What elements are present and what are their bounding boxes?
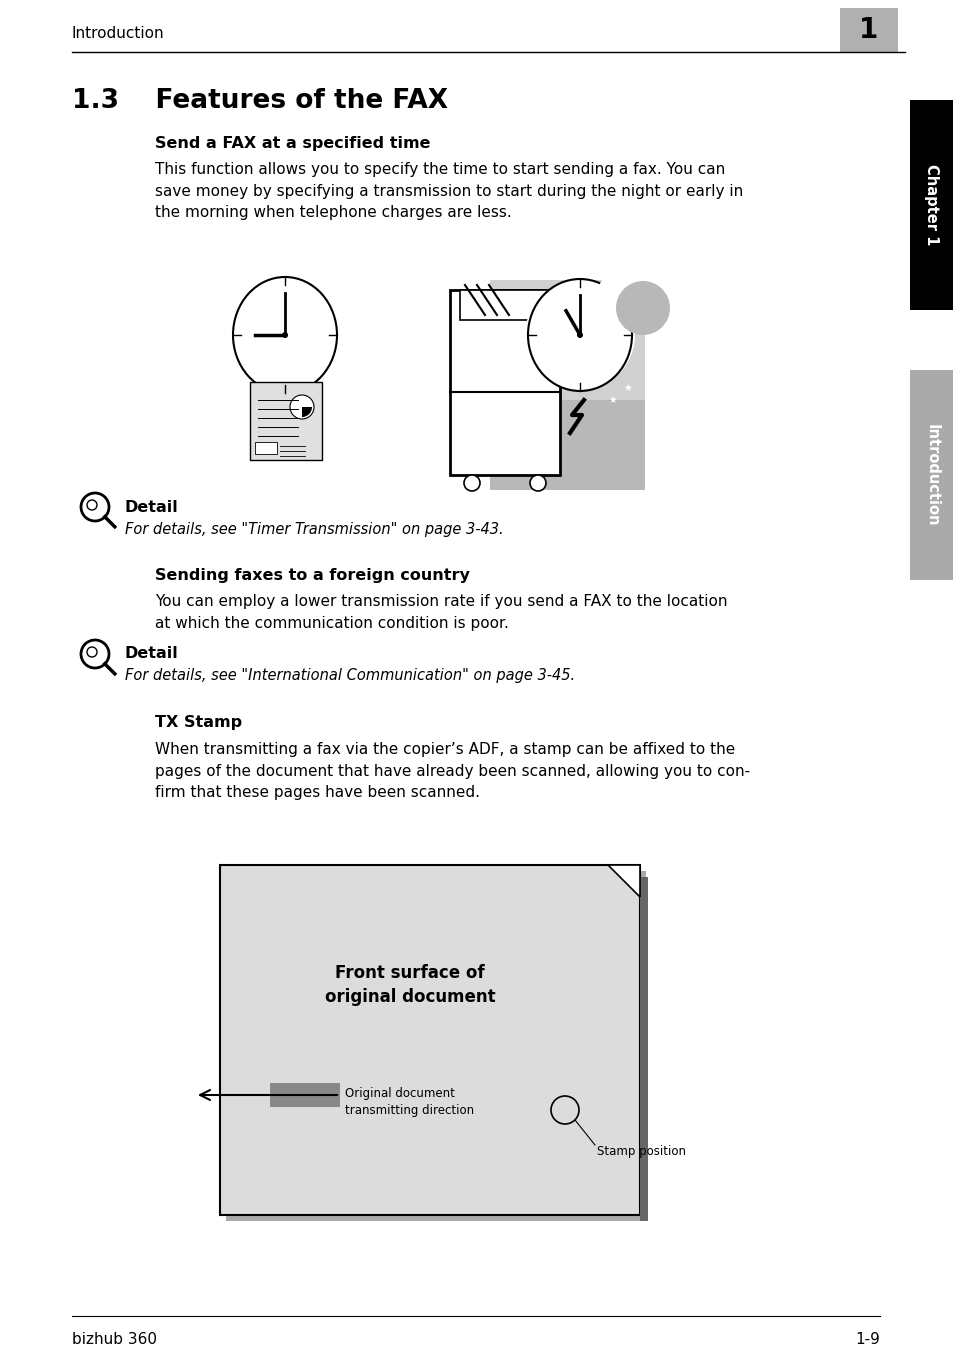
Text: Detail: Detail xyxy=(125,646,178,661)
Circle shape xyxy=(577,333,582,338)
Bar xyxy=(220,865,639,1215)
Text: Chapter 1: Chapter 1 xyxy=(923,165,939,246)
Bar xyxy=(254,442,276,454)
Bar xyxy=(909,100,953,310)
Text: Send a FAX at a specified time: Send a FAX at a specified time xyxy=(154,137,430,151)
Text: Stamp position: Stamp position xyxy=(597,1145,685,1159)
Bar xyxy=(226,871,645,1221)
Text: ★: ★ xyxy=(605,365,614,375)
Circle shape xyxy=(616,281,669,335)
Polygon shape xyxy=(607,865,639,896)
Bar xyxy=(490,280,644,489)
Text: Sending faxes to a foreign country: Sending faxes to a foreign country xyxy=(154,568,470,583)
Text: bizhub 360: bizhub 360 xyxy=(71,1332,157,1347)
Bar xyxy=(909,370,953,580)
Bar xyxy=(250,383,322,460)
Text: Introduction: Introduction xyxy=(923,423,939,526)
Text: 1: 1 xyxy=(859,16,878,45)
Circle shape xyxy=(463,475,479,491)
Text: 1.3    Features of the FAX: 1.3 Features of the FAX xyxy=(71,88,448,114)
Text: Original document
transmitting direction: Original document transmitting direction xyxy=(345,1087,474,1117)
Text: 1-9: 1-9 xyxy=(854,1332,879,1347)
Bar xyxy=(840,8,897,51)
Circle shape xyxy=(530,475,545,491)
Bar xyxy=(490,280,644,400)
Text: You can employ a lower transmission rate if you send a FAX to the location
at wh: You can employ a lower transmission rate… xyxy=(154,594,727,630)
Text: TX Stamp: TX Stamp xyxy=(154,715,242,730)
Bar xyxy=(205,280,635,489)
Text: ★: ★ xyxy=(623,383,632,393)
Bar xyxy=(270,1083,339,1107)
Text: Front surface of
original document: Front surface of original document xyxy=(324,964,495,1006)
Text: Detail: Detail xyxy=(125,500,178,515)
Bar xyxy=(459,289,550,320)
Text: Introduction: Introduction xyxy=(71,26,165,41)
Bar xyxy=(639,877,647,1221)
Text: For details, see "International Communication" on page 3-45.: For details, see "International Communic… xyxy=(125,668,575,683)
Circle shape xyxy=(524,280,635,389)
Circle shape xyxy=(290,395,314,419)
Circle shape xyxy=(282,333,288,338)
Wedge shape xyxy=(302,407,312,416)
Circle shape xyxy=(595,270,655,330)
Bar xyxy=(450,289,559,475)
Text: ★: ★ xyxy=(608,395,617,406)
Text: When transmitting a fax via the copier’s ADF, a stamp can be affixed to the
page: When transmitting a fax via the copier’s… xyxy=(154,742,749,800)
Text: For details, see "Timer Transmission" on page 3-43.: For details, see "Timer Transmission" on… xyxy=(125,522,503,537)
Text: This function allows you to specify the time to start sending a fax. You can
sav: This function allows you to specify the … xyxy=(154,162,742,220)
